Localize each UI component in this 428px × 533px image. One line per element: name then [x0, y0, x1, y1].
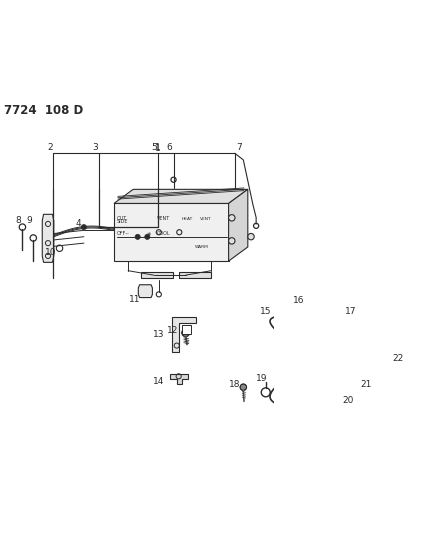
Polygon shape [114, 204, 229, 261]
Polygon shape [141, 272, 173, 278]
Circle shape [383, 356, 395, 367]
Text: 19: 19 [256, 374, 267, 383]
Text: SIDE: SIDE [116, 220, 128, 224]
Text: 4: 4 [75, 220, 81, 229]
Circle shape [182, 329, 190, 337]
Polygon shape [169, 374, 187, 384]
Text: VENT: VENT [157, 215, 170, 221]
Text: 14: 14 [153, 377, 164, 386]
Circle shape [387, 359, 392, 364]
Text: *: * [146, 232, 151, 241]
Text: WARM: WARM [195, 245, 209, 249]
Polygon shape [42, 214, 54, 262]
Polygon shape [229, 189, 248, 261]
Text: 20: 20 [342, 395, 354, 405]
Circle shape [348, 337, 354, 343]
Text: OFF--: OFF-- [116, 231, 129, 236]
Text: 11: 11 [129, 295, 141, 304]
Circle shape [229, 238, 235, 244]
Text: 17: 17 [345, 307, 357, 316]
Text: 10: 10 [45, 248, 56, 257]
Polygon shape [114, 189, 248, 204]
Polygon shape [138, 285, 152, 297]
Polygon shape [179, 272, 211, 278]
Text: 9: 9 [27, 216, 33, 225]
Text: HEAT: HEAT [182, 216, 193, 221]
Text: 7: 7 [237, 142, 242, 151]
Text: 21: 21 [360, 379, 372, 389]
Text: 8: 8 [16, 216, 21, 225]
Text: 1: 1 [155, 142, 161, 151]
Circle shape [229, 215, 235, 221]
Polygon shape [307, 323, 312, 336]
Text: 22: 22 [392, 354, 404, 363]
Circle shape [348, 316, 354, 322]
Text: 1: 1 [155, 144, 161, 153]
Text: 18: 18 [229, 380, 240, 389]
Circle shape [81, 224, 86, 230]
Text: 2: 2 [48, 142, 54, 151]
Text: 15: 15 [260, 307, 271, 316]
Circle shape [135, 235, 140, 239]
Text: 7724  108 D: 7724 108 D [4, 103, 83, 117]
Text: VENT: VENT [200, 216, 211, 221]
Text: 6: 6 [167, 142, 172, 151]
Circle shape [312, 316, 341, 344]
Circle shape [240, 384, 247, 390]
Polygon shape [182, 325, 191, 334]
Circle shape [145, 235, 150, 239]
Text: OUT: OUT [116, 215, 127, 221]
Text: COOL: COOL [157, 231, 170, 236]
Text: 5: 5 [152, 142, 157, 151]
Text: 16: 16 [293, 296, 305, 305]
Text: 13: 13 [153, 329, 164, 338]
Circle shape [324, 306, 329, 312]
Polygon shape [172, 317, 196, 352]
Text: 12: 12 [167, 326, 178, 335]
Circle shape [248, 233, 254, 240]
Polygon shape [359, 373, 372, 383]
Text: 3: 3 [92, 142, 98, 151]
Polygon shape [283, 303, 300, 313]
